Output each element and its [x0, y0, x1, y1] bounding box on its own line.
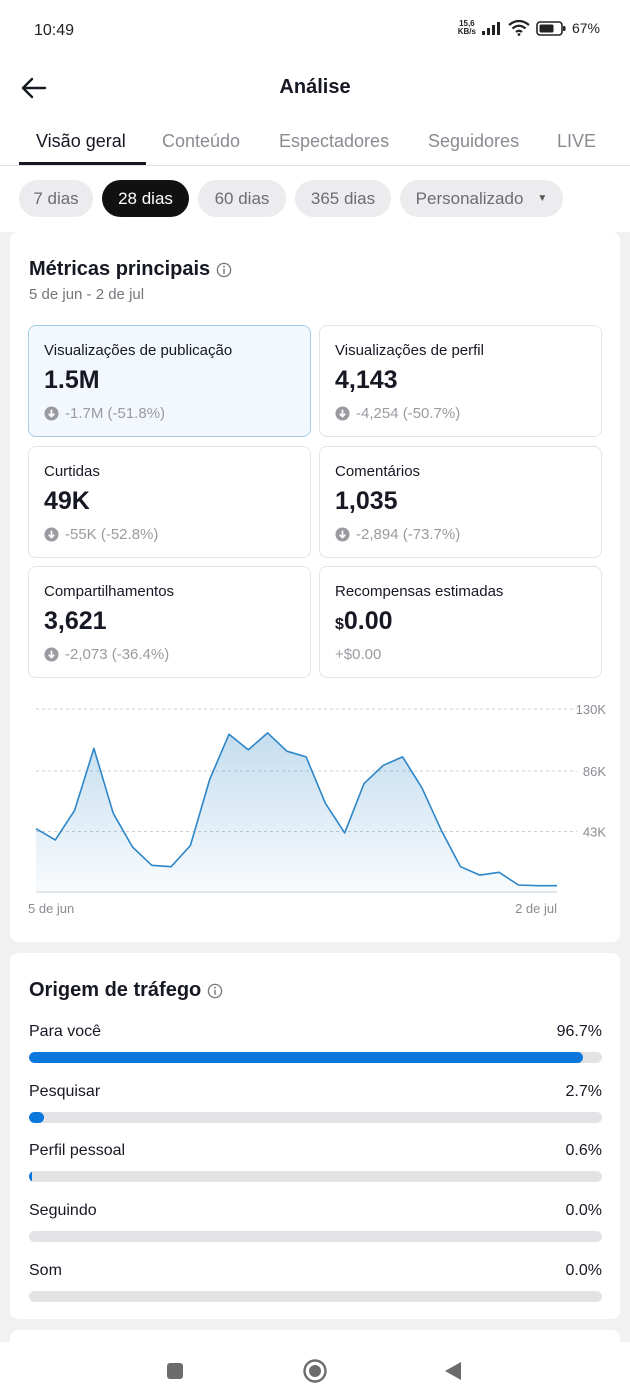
series-line: [35, 732, 557, 887]
home-circle-icon: [303, 1359, 327, 1383]
arrow-down-circle-icon: [335, 527, 350, 542]
progress-track: [29, 1052, 602, 1063]
status-bar: 10:49 15,6 KB/s 67%: [0, 0, 630, 60]
traffic-source-card: Origem de tráfego Para você 96.7% Pesqui…: [10, 953, 620, 1319]
page-title: Análise: [279, 76, 351, 98]
key-metrics-title: Métricas principais: [29, 258, 232, 281]
traffic-row-para-voce: Para você 96.7%: [29, 1023, 602, 1071]
progress-fill: [29, 1171, 33, 1182]
arrow-down-circle-icon: [335, 406, 350, 421]
x-tick-label: 2 de jul: [515, 901, 557, 916]
range-60-days[interactable]: 60 dias: [198, 180, 286, 217]
metric-profile-views[interactable]: Visualizações de perfil 4,143 -4,254 (-5…: [319, 325, 602, 437]
arrow-down-circle-icon: [44, 647, 59, 662]
square-icon: [167, 1363, 183, 1379]
date-range-label: 5 de jun - 2 de jul: [29, 286, 145, 303]
app-header: Análise: [0, 60, 630, 116]
home-button[interactable]: [302, 1358, 328, 1384]
x-tick-label: 5 de jun: [28, 901, 74, 916]
arrow-down-circle-icon: [44, 527, 59, 542]
tab-bar: Visão geral Conteúdo Espectadores Seguid…: [0, 116, 630, 166]
status-time: 10:49: [34, 22, 75, 39]
progress-track: [29, 1112, 602, 1123]
tab-espectadores[interactable]: Espectadores: [279, 131, 390, 151]
range-7-days[interactable]: 7 dias: [19, 180, 93, 217]
y-tick-label: 86K: [583, 764, 606, 779]
range-365-days[interactable]: 365 dias: [295, 180, 391, 217]
traffic-row-perfil-pessoal: Perfil pessoal 0.6%: [29, 1142, 602, 1190]
date-range-selector: 7 dias 28 dias 60 dias 365 dias Personal…: [0, 166, 630, 232]
tab-live[interactable]: LIVE: [557, 131, 597, 151]
battery-percent: 67%: [571, 20, 600, 36]
status-icons: 15,6 KB/s 67%: [457, 19, 600, 37]
info-icon[interactable]: [216, 262, 232, 278]
battery-icon: [536, 20, 566, 36]
metric-estimated-rewards[interactable]: Recompensas estimadas $0.00 +$0.00: [319, 566, 602, 678]
y-tick-label: 130K: [576, 702, 607, 717]
back-button[interactable]: [16, 70, 52, 106]
signal-icon: [481, 22, 500, 35]
traffic-row-pesquisar: Pesquisar 2.7%: [29, 1083, 602, 1131]
range-28-days[interactable]: 28 dias: [102, 180, 189, 217]
range-custom-dropdown[interactable]: Personalizado ▼: [400, 180, 563, 217]
progress-track: [29, 1171, 602, 1182]
progress-fill: [29, 1052, 584, 1063]
metric-shares[interactable]: Compartilhamentos 3,621 -2,073 (-36.4%): [28, 566, 311, 678]
caret-down-icon: ▼: [537, 193, 548, 204]
series-area: [36, 732, 557, 892]
arrow-left-icon: [21, 77, 47, 99]
recents-button[interactable]: [162, 1358, 188, 1384]
active-tab-indicator: [19, 162, 146, 165]
tab-visao-geral[interactable]: Visão geral: [36, 131, 126, 151]
system-nav-bar: [0, 1342, 630, 1400]
arrow-down-circle-icon: [44, 406, 59, 421]
y-tick-label: 43K: [583, 824, 606, 839]
metric-likes[interactable]: Curtidas 49K -55K (-52.8%): [28, 446, 311, 558]
triangle-back-icon: [445, 1362, 461, 1380]
progress-fill: [29, 1112, 45, 1123]
traffic-source-title: Origem de tráfego: [29, 979, 223, 1002]
traffic-row-seguindo: Seguindo 0.0%: [29, 1202, 602, 1250]
info-icon[interactable]: [207, 983, 223, 999]
metric-comments[interactable]: Comentários 1,035 -2,894 (-73.7%): [319, 446, 602, 558]
wifi-icon: [508, 20, 530, 36]
post-views-chart: 43K 86K 130K 5 de jun 2 de jul: [28, 702, 607, 916]
metric-post-views[interactable]: Visualizações de publicação 1.5M -1.7M (…: [28, 325, 311, 437]
net-speed: 15,6 KB/s: [457, 19, 476, 36]
progress-track: [29, 1231, 602, 1242]
tab-conteudo[interactable]: Conteúdo: [162, 131, 241, 151]
progress-track: [29, 1291, 602, 1302]
tab-seguidores[interactable]: Seguidores: [428, 131, 520, 151]
traffic-row-som: Som 0.0%: [29, 1262, 602, 1310]
back-nav-button[interactable]: [440, 1358, 466, 1384]
key-metrics-card: Métricas principais 5 de jun - 2 de jul …: [10, 232, 620, 942]
